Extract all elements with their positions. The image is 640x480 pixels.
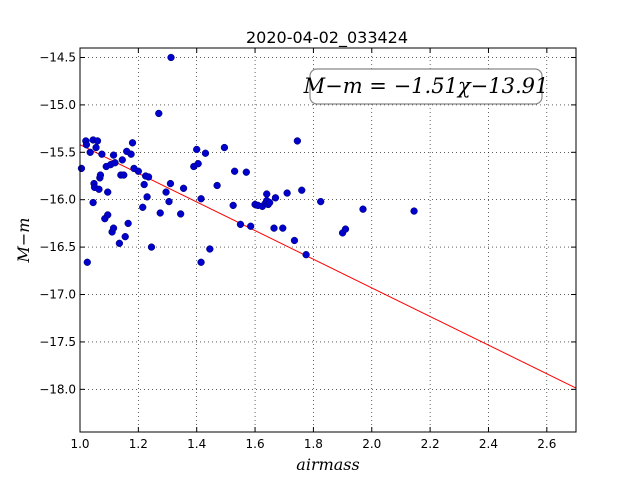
data-point: [115, 239, 124, 247]
data-point: [109, 224, 118, 232]
data-point: [118, 156, 126, 164]
data-point: [140, 180, 148, 189]
x-tick-label: 1.4: [187, 437, 206, 451]
data-point: [147, 243, 156, 251]
data-point: [166, 179, 175, 188]
y-tick-label: −14.5: [39, 50, 76, 64]
plot-frame: [79, 47, 577, 433]
data-point: [167, 53, 175, 62]
data-point: [155, 109, 163, 118]
data-point: [121, 233, 129, 241]
x-tick-label: 2.0: [362, 437, 381, 451]
data-point: [89, 198, 97, 207]
y-tick-label: −16.5: [39, 240, 76, 254]
y-tick-label: −15.5: [39, 145, 76, 159]
data-point: [230, 167, 239, 175]
y-tick-label: −15.0: [39, 98, 76, 112]
data-point: [139, 203, 147, 211]
data-point: [194, 160, 202, 168]
data-point: [265, 198, 274, 207]
data-point: [290, 236, 299, 245]
data-point: [213, 181, 221, 190]
data-point: [156, 209, 164, 217]
data-point: [77, 164, 86, 173]
data-point: [177, 210, 185, 218]
x-tick-label: 2.2: [421, 437, 440, 451]
x-tick-label: 2.6: [537, 437, 556, 451]
data-point: [201, 149, 210, 157]
data-point: [197, 195, 205, 203]
data-point: [144, 173, 153, 181]
equation-frame: [309, 68, 543, 105]
x-tick-labels: 1.0 1.2 1.4 1.6 1.8 2.0 2.2 2.4 2.6: [70, 437, 556, 451]
data-point: [193, 145, 201, 154]
data-point: [279, 224, 287, 232]
y-tick-label: −16.0: [39, 193, 76, 207]
data-point: [271, 194, 280, 202]
data-point: [93, 137, 102, 145]
grid-lines: [79, 48, 576, 432]
x-tick-label: 2.4: [479, 437, 498, 451]
data-point: [283, 189, 291, 197]
data-point: [302, 251, 310, 259]
data-point: [162, 188, 170, 196]
y-tick-label: −17.5: [39, 335, 76, 349]
data-point: [236, 220, 245, 229]
x-tick-label: 1.2: [129, 437, 148, 451]
data-point: [220, 143, 229, 152]
x-tick-label: 1.6: [246, 437, 265, 451]
data-point: [104, 188, 112, 196]
data-point: [96, 171, 105, 179]
data-point: [134, 167, 143, 175]
data-point: [98, 150, 106, 158]
data-point: [270, 224, 278, 232]
data-point: [95, 185, 103, 193]
x-axis-label: airmass: [296, 455, 359, 474]
fit-line: [79, 144, 577, 389]
data-point: [359, 205, 367, 213]
y-tick-labels: −14.5 −15.0 −15.5 −16.0 −16.5 −17.0 −17.5 −18.0: [39, 50, 76, 396]
y-axis-label: M−m: [14, 218, 33, 264]
y-tick-label: −18.0: [39, 382, 76, 396]
data-point: [263, 190, 271, 198]
data-point: [127, 150, 135, 158]
data-point: [124, 219, 132, 228]
chart-title: 2020-04-02_033424: [246, 28, 408, 48]
data-point: [143, 193, 151, 201]
axis-ticks: [79, 48, 576, 432]
data-point: [82, 141, 91, 149]
data-point: [247, 222, 255, 230]
data-point: [179, 184, 188, 192]
x-tick-label: 1.0: [70, 437, 89, 451]
fit-line-layer: [79, 144, 577, 389]
data-point: [293, 137, 302, 145]
x-tick-label: 1.8: [304, 437, 323, 451]
data-point: [165, 197, 173, 206]
data-point: [317, 197, 325, 206]
data-point: [83, 258, 91, 266]
data-point: [109, 151, 118, 159]
data-point: [229, 201, 237, 210]
data-point: [298, 186, 306, 194]
data-points: [77, 53, 418, 266]
data-point: [86, 148, 94, 156]
data-point: [242, 168, 250, 176]
data-point: [341, 225, 350, 233]
fit-equation: M−m = −1.51χ−13.91: [303, 74, 549, 98]
data-point: [92, 143, 100, 152]
data-point: [206, 245, 214, 253]
data-point: [197, 258, 205, 266]
equation-box: M−m = −1.51χ−13.91: [303, 68, 549, 105]
data-point: [104, 211, 112, 219]
data-point: [111, 159, 119, 167]
y-tick-label: −17.0: [39, 288, 76, 302]
data-point: [120, 171, 128, 179]
data-point: [128, 139, 137, 147]
data-point: [410, 207, 418, 215]
